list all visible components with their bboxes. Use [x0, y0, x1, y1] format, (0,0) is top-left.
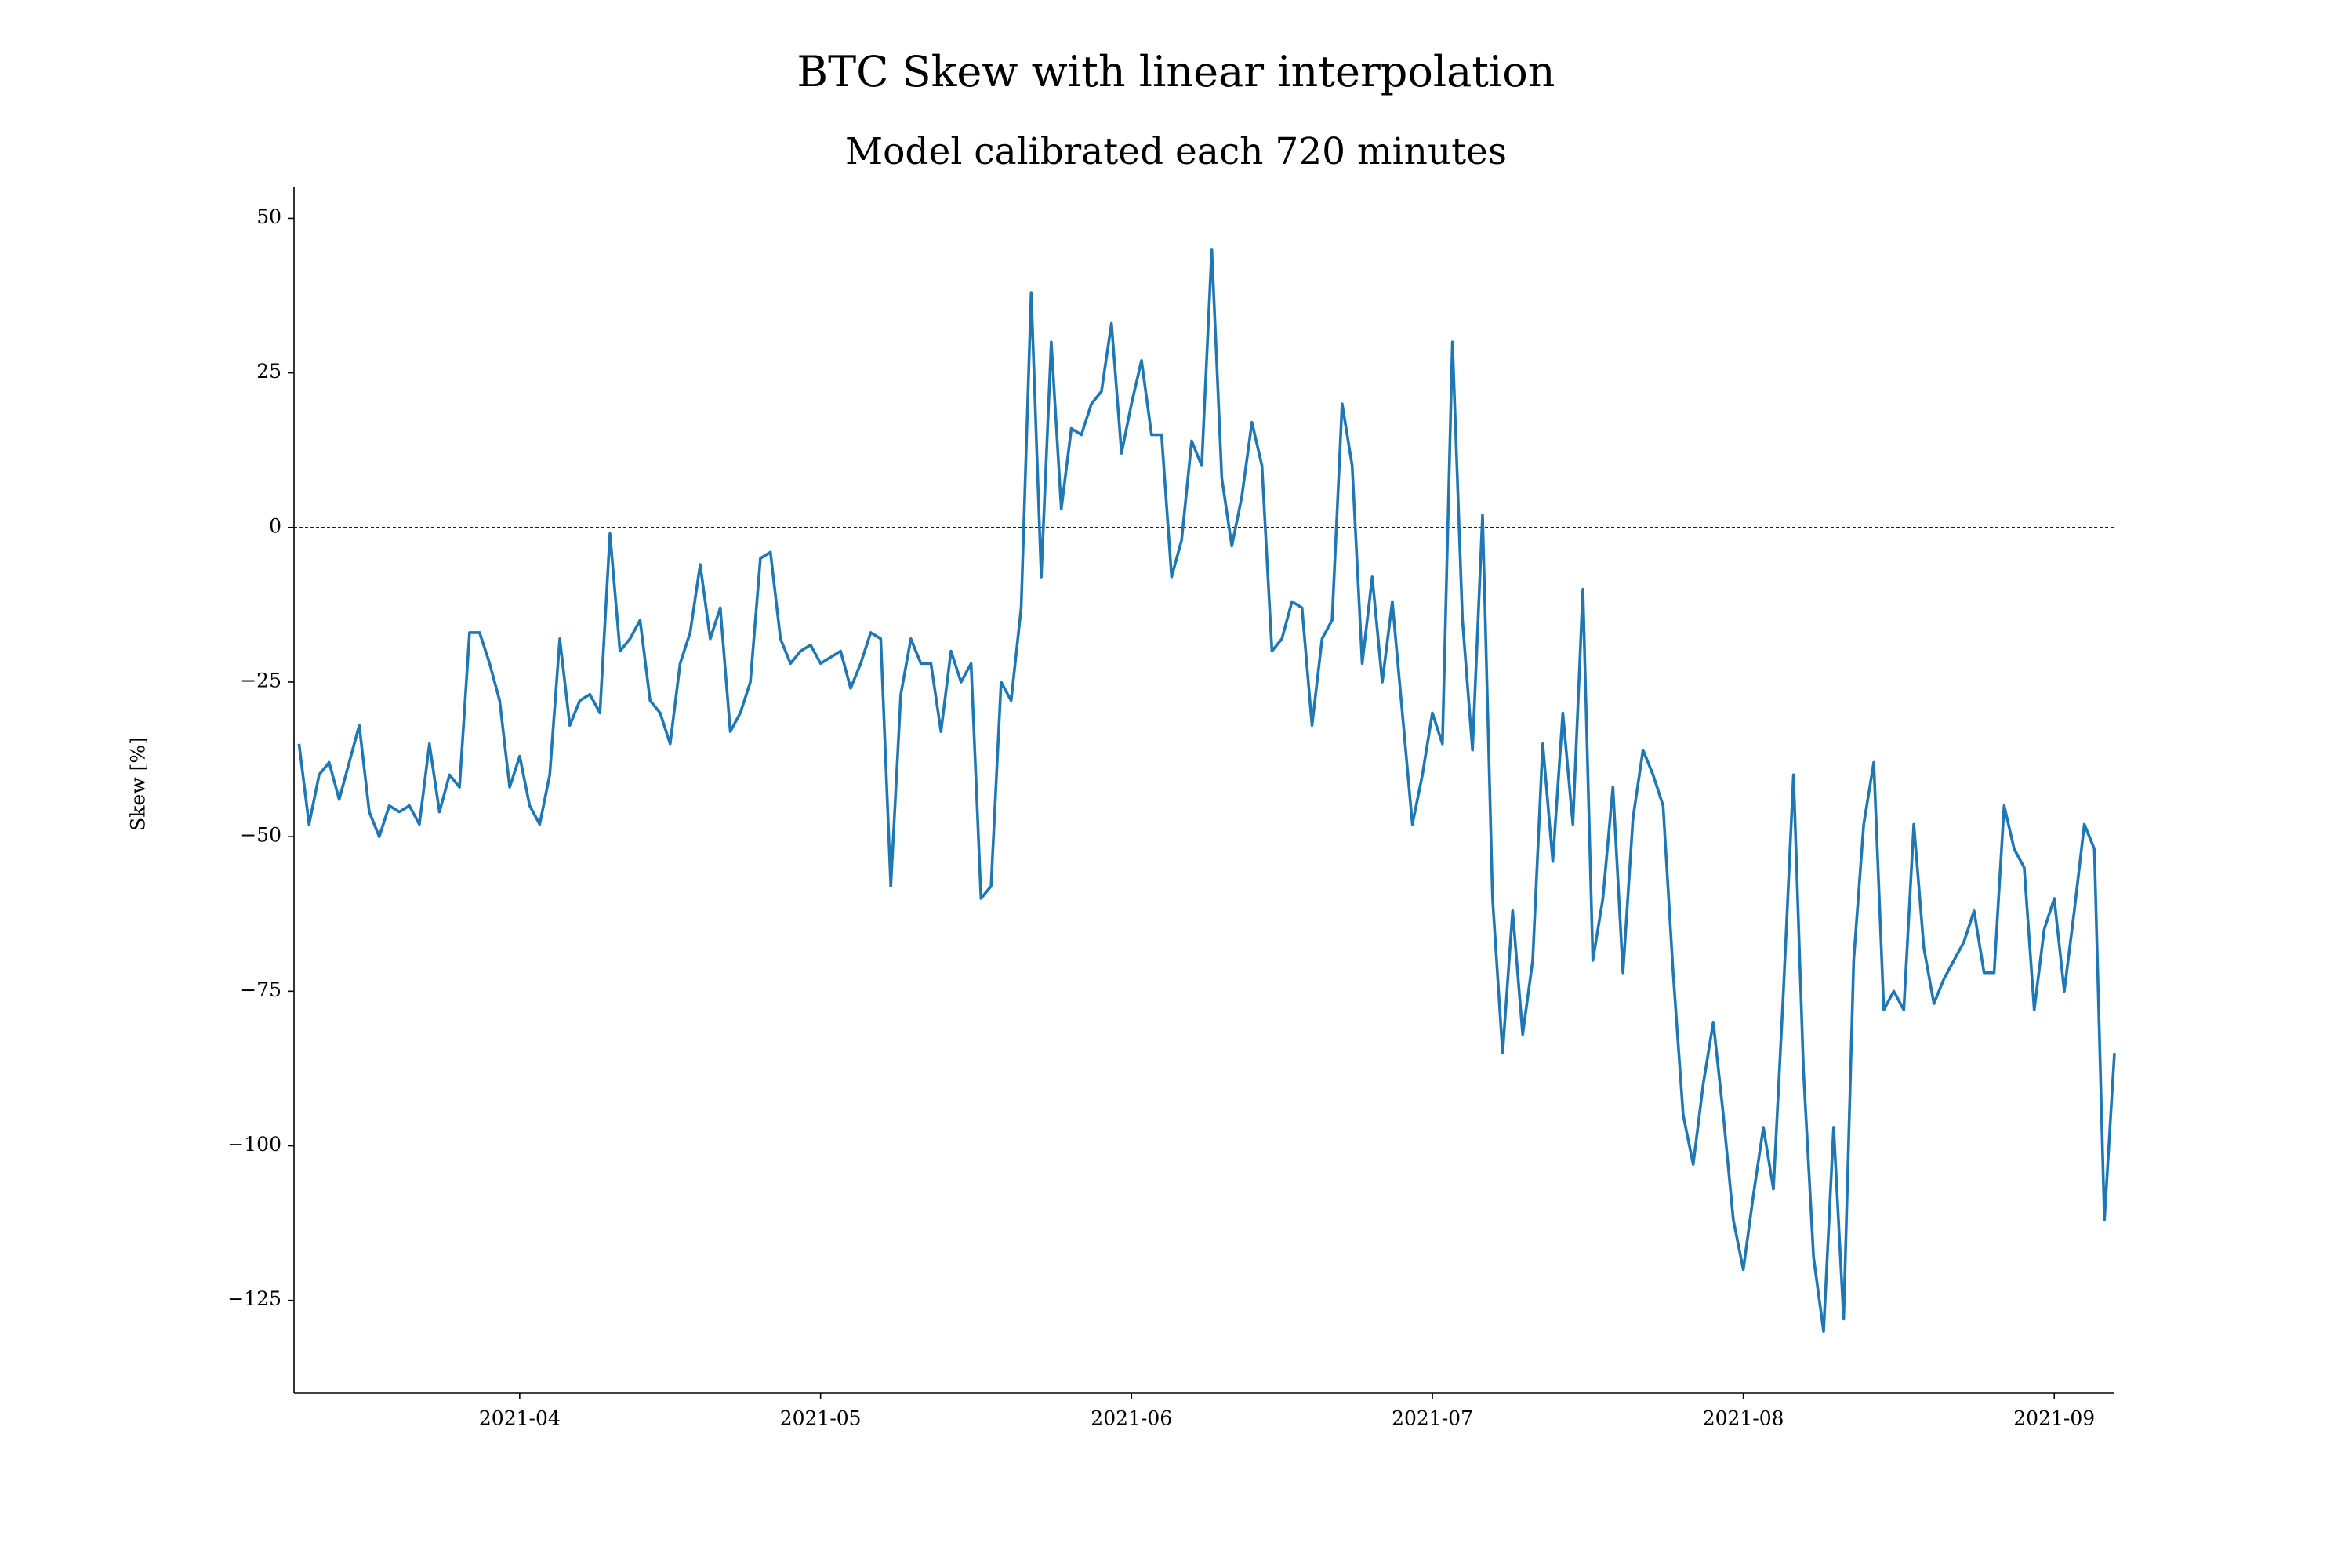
- data-line: [297, 248, 2116, 1333]
- chart-title: BTC Skew with linear interpolation: [797, 47, 1555, 96]
- y-tick-label: −50: [240, 824, 281, 847]
- x-tick-label: 2021-06: [1091, 1407, 1172, 1430]
- y-tick-label: −100: [227, 1133, 281, 1156]
- y-tick-label: 50: [256, 205, 281, 228]
- y-tick-label: −125: [227, 1287, 281, 1310]
- y-axis-label: Skew [%]: [127, 737, 150, 831]
- y-tick-label: 0: [269, 514, 281, 537]
- x-tick-label: 2021-07: [1392, 1407, 1473, 1430]
- y-tick-label: −75: [240, 978, 281, 1001]
- y-tick-label: 25: [256, 360, 281, 383]
- x-tick-label: 2021-04: [479, 1407, 561, 1430]
- x-tick-label: 2021-09: [2013, 1407, 2095, 1430]
- x-tick-label: 2021-05: [780, 1407, 862, 1430]
- y-tick-label: −25: [240, 669, 281, 691]
- chart-subtitle: Model calibrated each 720 minutes: [845, 130, 1507, 173]
- x-tick-label: 2021-08: [1703, 1407, 1784, 1430]
